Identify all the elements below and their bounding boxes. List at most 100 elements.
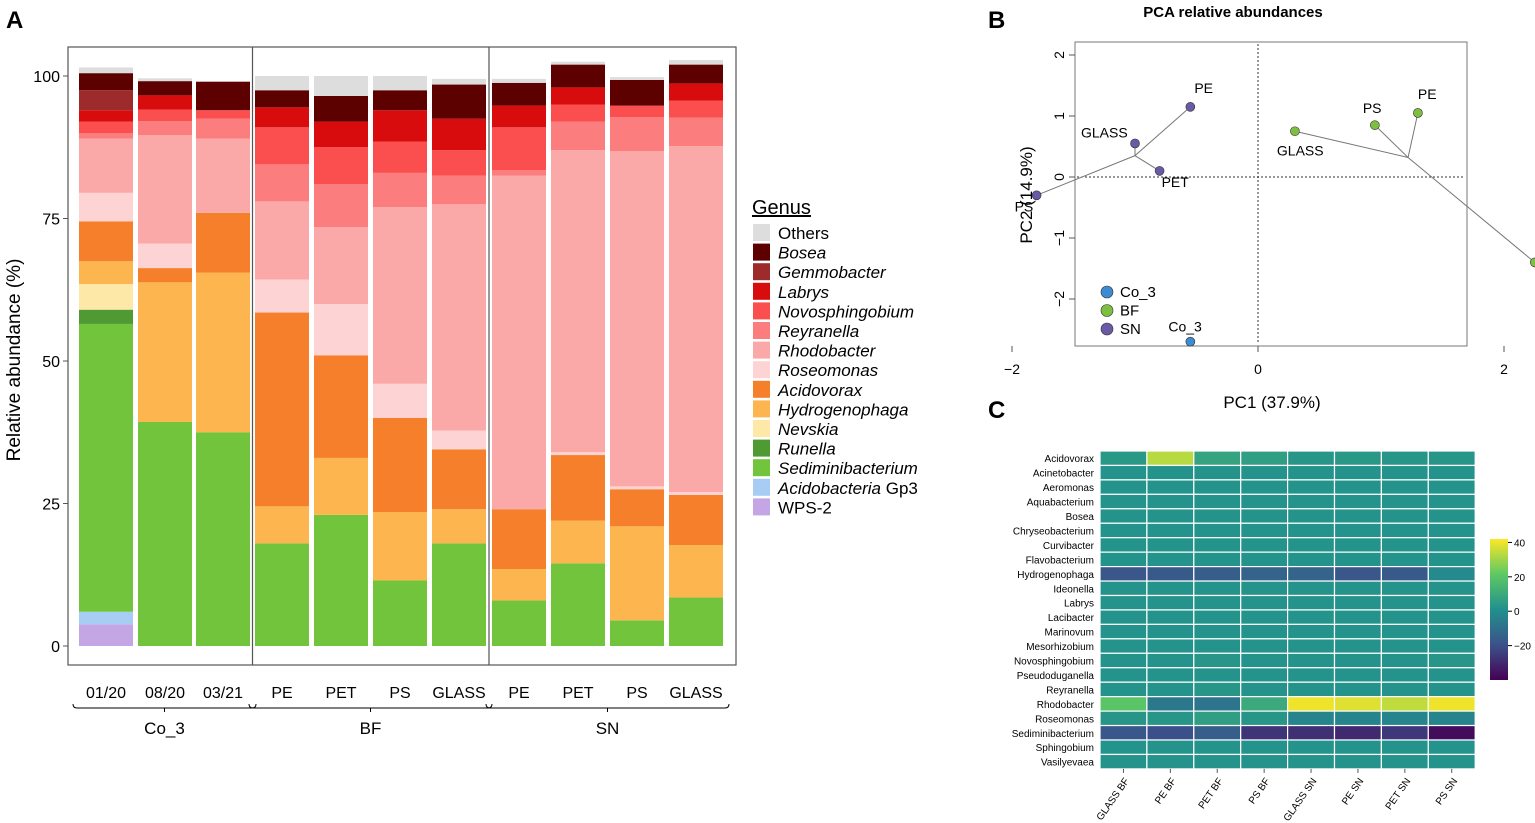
heatmap-cell (1146, 724, 1195, 741)
pca-point-label: PS (1015, 198, 1034, 214)
bar-segment-novosphingobium (432, 150, 486, 176)
bar-segment-bosea (79, 73, 133, 91)
bar-segment-acidovorax (551, 455, 605, 521)
heatmap-col-label: PE BF (1153, 776, 1179, 806)
heatmap-cell (1193, 724, 1242, 741)
bar-segment-others (138, 78, 192, 82)
heatmap-cell (1286, 450, 1336, 467)
bar-segment-novosphingobium (669, 100, 723, 118)
heatmap-cell (1240, 696, 1289, 712)
heatmap-cell (1240, 681, 1289, 698)
heatmap-cell (1286, 696, 1336, 712)
bar-segment-labrys (138, 95, 192, 110)
legend-label: Reyranella (778, 322, 859, 341)
pca-point-label: GLASS (1277, 142, 1324, 158)
heatmap-cell (1240, 753, 1289, 770)
bar-segment-roseomonas (138, 243, 192, 269)
plot-frame (67, 46, 737, 666)
heatmap-cell (1286, 667, 1336, 683)
bar-segment-reyranella (314, 184, 368, 228)
heatmap-cell (1099, 667, 1148, 683)
bar-segment-others (79, 67, 133, 74)
heatmap-cell (1427, 739, 1476, 756)
bar-segment-roseomonas (432, 430, 486, 450)
heatmap-cell (1146, 638, 1195, 654)
heatmap-cell (1146, 580, 1195, 597)
pca-point-label: PET (1162, 174, 1190, 190)
heatmap-cell (1099, 609, 1148, 626)
legend-label-part: Novosphingobium (778, 302, 914, 321)
pca-x-tick-label: 0 (1254, 361, 1262, 377)
heatmap-cell (1146, 594, 1195, 611)
bar-segment-novosphingobium (492, 127, 546, 171)
heatmap-cell (1193, 508, 1242, 524)
heatmap-cell (1286, 681, 1336, 698)
x-tick-label: 03/21 (203, 685, 243, 702)
bar-segment-roseomonas (314, 304, 368, 356)
heatmap-cell (1380, 681, 1429, 698)
bar-segment-others (610, 77, 664, 80)
legend-swatch (753, 459, 770, 477)
heatmap-cell (1193, 710, 1242, 727)
heatmap-cell (1333, 609, 1383, 626)
heatmap-cell (1240, 594, 1289, 611)
bar-segment-novosphingobium (196, 110, 250, 119)
colorbar-ticks: 40 20 0 −20 (1508, 538, 1531, 653)
heatmap-col-label: PS SN (1434, 776, 1460, 807)
heatmap-row-label: Bosea (1066, 512, 1095, 523)
heatmap-cell (1099, 753, 1148, 770)
heatmap-row-label: Mesorhizobium (1026, 642, 1094, 653)
heatmap-cell (1099, 479, 1148, 495)
bar-segment-roseomonas (255, 279, 309, 313)
heatmap-cell (1193, 493, 1242, 510)
legend-label-part: Others (778, 224, 829, 243)
panel-label-c: C (988, 397, 1005, 424)
bar-segment-acidovorax (79, 221, 133, 262)
bar-segment-novosphingobium (138, 109, 192, 122)
bar-segment-bosea (314, 95, 368, 122)
heatmap-cell (1099, 681, 1148, 698)
heatmap-cell (1380, 450, 1429, 467)
pca-point-label: GLASS (1081, 124, 1128, 140)
pca-legend-label: Co_3 (1120, 284, 1156, 301)
legend-label-part: Runella (778, 440, 836, 459)
heatmap-cell (1146, 537, 1195, 553)
bar-segment-labrys (669, 83, 723, 101)
heatmap-cell (1193, 464, 1242, 481)
heatmap-cell (1333, 594, 1383, 611)
pca-point-sn (1185, 102, 1196, 112)
pca-point-sn (1154, 166, 1165, 176)
bar-segment-rhodobacter (138, 135, 192, 244)
legend-swatch (753, 341, 770, 359)
y-axis: 0 25 50 75 100 (33, 69, 68, 656)
bar-segment-hydrogenophaga (373, 512, 427, 581)
heatmap-cell (1333, 696, 1383, 712)
bar-segment-reyranella (551, 121, 605, 151)
bar-segment-sediminibacterium (551, 563, 605, 646)
pca-point-label: PS (1363, 100, 1382, 116)
heatmap-cell (1240, 638, 1289, 654)
bar-segment-others (432, 78, 486, 85)
heatmap-cell (1099, 537, 1148, 553)
heatmap-cell (1427, 594, 1476, 611)
legend-label: Acidovorax (777, 381, 863, 400)
heatmap-cell (1427, 508, 1476, 524)
legend-swatch (753, 282, 770, 300)
heatmap-cell (1333, 710, 1383, 727)
heatmap-cell (1427, 681, 1476, 698)
heatmap-row-label: Sediminibacterium (1012, 729, 1094, 740)
bar-segment-novosphingobium (610, 105, 664, 118)
heatmap-cell (1286, 724, 1336, 741)
bar-segment-labrys (314, 121, 368, 148)
heatmap-cell (1427, 652, 1476, 669)
bar-segment-rhodobacter (255, 201, 309, 280)
legend-label-part: Gemmobacter (778, 263, 887, 282)
heatmap-cell (1427, 464, 1476, 481)
legend-title: Genus (752, 197, 811, 219)
heatmap-cell (1193, 537, 1242, 553)
bar-segment-roseomonas (610, 486, 664, 490)
heatmap-col-label: GLASS SN (1282, 776, 1320, 823)
heatmap-cell (1333, 551, 1383, 568)
pca-plot-frame (1074, 41, 1468, 347)
legend-swatch (753, 498, 770, 516)
